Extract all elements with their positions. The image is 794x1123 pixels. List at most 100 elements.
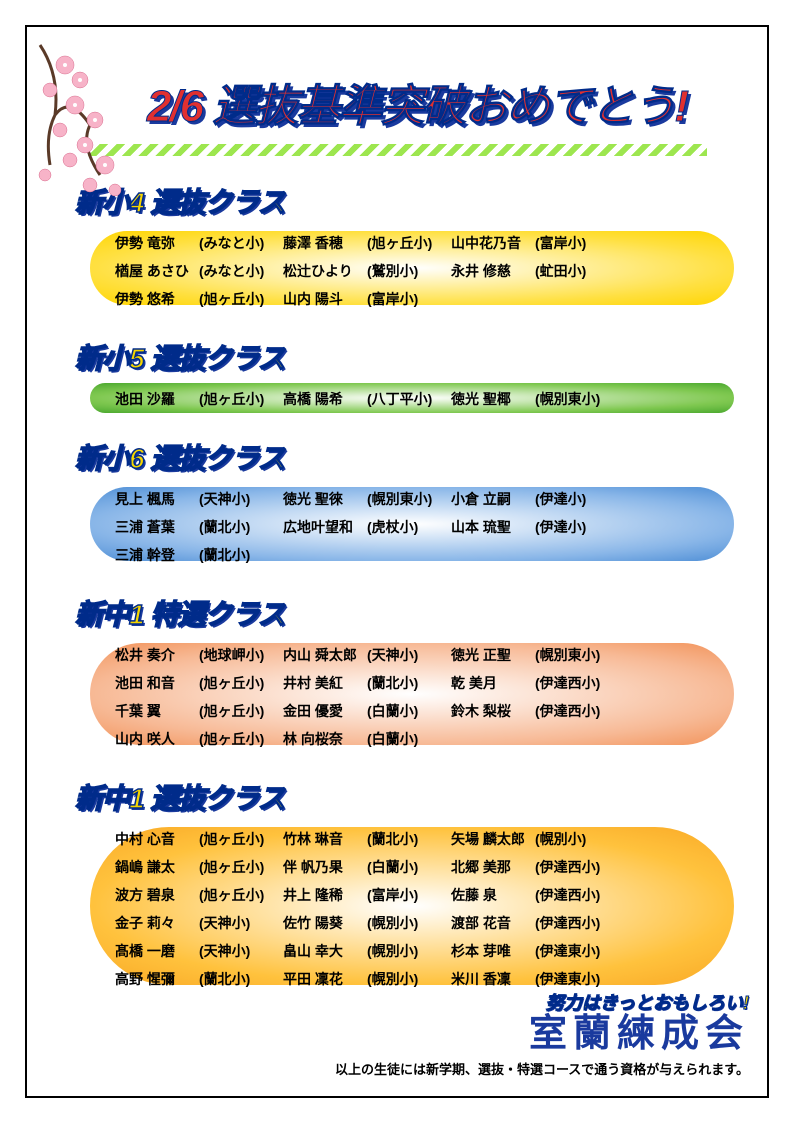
student-school: (幌別小) [367, 965, 451, 993]
student-row: 髙橋 一磨(天神小)畠山 幸大(幌別小)杉本 芽唯(伊達東小) [45, 937, 749, 965]
student-school: (天神小) [199, 485, 283, 513]
student-block: 伊勢 竜弥(みなと小)藤澤 香穂(旭ヶ丘小)山中花乃音(富岸小)楢屋 あさひ(み… [45, 225, 749, 317]
student-school: (八丁平小) [367, 385, 451, 413]
student-school: (伊達小) [535, 485, 619, 513]
student-school: (天神小) [199, 909, 283, 937]
student-school: (幌別小) [367, 937, 451, 965]
student-school: (伊達西小) [535, 697, 619, 725]
student-name: 見上 楓馬 [115, 485, 199, 513]
student-name: 中村 心音 [115, 825, 199, 853]
student-block: 中村 心音(旭ヶ丘小)竹林 琳音(蘭北小)矢場 麟太郎(幌別小)鍋嶋 謙太(旭ヶ… [45, 821, 749, 997]
student-name: 松辻ひより [283, 257, 367, 285]
title-underline [87, 144, 707, 156]
student-school: (蘭北小) [367, 825, 451, 853]
student-name: 山内 咲人 [115, 725, 199, 753]
student-name: 千葉 翼 [115, 697, 199, 725]
student-school: (虎杖小) [367, 513, 451, 541]
student-school: (白蘭小) [367, 853, 451, 881]
student-name: 鈴木 梨桜 [451, 697, 535, 725]
student-name: 山本 琉聖 [451, 513, 535, 541]
student-name: 井村 美紅 [283, 669, 367, 697]
student-name: 乾 美月 [451, 669, 535, 697]
cherry-blossom-decoration [30, 35, 150, 235]
student-name: 徳光 聖徠 [283, 485, 367, 513]
student-school [535, 725, 619, 753]
student-school: (蘭北小) [199, 513, 283, 541]
student-school: (天神小) [199, 937, 283, 965]
student-school: (みなと小) [199, 229, 283, 257]
student-name: 山中花乃音 [451, 229, 535, 257]
student-school: (幌別東小) [535, 641, 619, 669]
student-name: 伊勢 悠希 [115, 285, 199, 313]
student-name: 金田 優愛 [283, 697, 367, 725]
student-school: (幌別東小) [535, 385, 619, 413]
student-school: (蘭北小) [367, 669, 451, 697]
student-name: 林 向桜奈 [283, 725, 367, 753]
student-block: 見上 楓馬(天神小)徳光 聖徠(幌別東小)小倉 立嗣(伊達小)三浦 蒼葉(蘭北小… [45, 481, 749, 573]
student-name: 渡部 花音 [451, 909, 535, 937]
student-name: 広地叶望和 [283, 513, 367, 541]
student-school: (旭ヶ丘小) [199, 285, 283, 313]
student-school: (みなと小) [199, 257, 283, 285]
student-school: (幌別小) [367, 909, 451, 937]
student-name: 矢場 麟太郎 [451, 825, 535, 853]
student-name: 金子 莉々 [115, 909, 199, 937]
student-school [535, 541, 619, 569]
student-name: 徳光 聖椰 [451, 385, 535, 413]
student-school: (天神小) [367, 641, 451, 669]
student-row: 高野 惺彌(蘭北小)平田 凜花(幌別小)米川 香凜(伊達東小) [45, 965, 749, 993]
student-row: 楢屋 あさひ(みなと小)松辻ひより(鷲別小)永井 修慈(虻田小) [45, 257, 749, 285]
student-name: 藤澤 香穂 [283, 229, 367, 257]
section-heading: 新中1 選抜クラス [75, 777, 749, 817]
student-row: 山内 咲人(旭ヶ丘小)林 向桜奈(白蘭小) [45, 725, 749, 753]
student-name: 徳光 正聖 [451, 641, 535, 669]
sections-container: 新小4 選抜クラス伊勢 竜弥(みなと小)藤澤 香穂(旭ヶ丘小)山中花乃音(富岸小… [45, 181, 749, 997]
student-row: 松井 奏介(地球岬小)内山 舜太郎(天神小)徳光 正聖(幌別東小) [45, 641, 749, 669]
student-row: 三浦 幹登(蘭北小) [45, 541, 749, 569]
student-name: 井上 隆稀 [283, 881, 367, 909]
student-name: 三浦 蒼葉 [115, 513, 199, 541]
student-block: 池田 沙羅(旭ヶ丘小)高橋 陽希(八丁平小)徳光 聖椰(幌別東小) [45, 381, 749, 417]
student-school: (富岸小) [535, 229, 619, 257]
student-school: (蘭北小) [199, 965, 283, 993]
student-school: (白蘭小) [367, 725, 451, 753]
student-name: 竹林 琳音 [283, 825, 367, 853]
student-school: (地球岬小) [199, 641, 283, 669]
student-name: 山内 陽斗 [283, 285, 367, 313]
student-name: 楢屋 あさひ [115, 257, 199, 285]
student-school: (伊達西小) [535, 853, 619, 881]
student-school: (旭ヶ丘小) [199, 853, 283, 881]
student-school: (幌別小) [535, 825, 619, 853]
student-school: (富岸小) [367, 881, 451, 909]
student-school: (伊達小) [535, 513, 619, 541]
student-name: 北郷 美那 [451, 853, 535, 881]
student-school: (旭ヶ丘小) [199, 825, 283, 853]
student-name: 佐竹 陽葵 [283, 909, 367, 937]
section-heading: 新小4 選抜クラス [75, 181, 749, 221]
student-name: 佐藤 泉 [451, 881, 535, 909]
student-row: 伊勢 悠希(旭ヶ丘小)山内 陽斗(富岸小) [45, 285, 749, 313]
student-school [367, 541, 451, 569]
student-row: 波方 碧泉(旭ヶ丘小)井上 隆稀(富岸小)佐藤 泉(伊達西小) [45, 881, 749, 909]
student-school: (伊達西小) [535, 881, 619, 909]
main-title: 2/6 選抜基準突破おめでとう! [85, 70, 749, 134]
student-name: 池田 沙羅 [115, 385, 199, 413]
student-name: 髙橋 一磨 [115, 937, 199, 965]
student-name [451, 285, 535, 313]
student-school: (富岸小) [367, 285, 451, 313]
student-row: 池田 和音(旭ヶ丘小)井村 美紅(蘭北小)乾 美月(伊達西小) [45, 669, 749, 697]
student-name: 池田 和音 [115, 669, 199, 697]
student-name [451, 541, 535, 569]
student-row: 伊勢 竜弥(みなと小)藤澤 香穂(旭ヶ丘小)山中花乃音(富岸小) [45, 229, 749, 257]
section: 新小4 選抜クラス伊勢 竜弥(みなと小)藤澤 香穂(旭ヶ丘小)山中花乃音(富岸小… [45, 181, 749, 317]
student-school: (鷲別小) [367, 257, 451, 285]
section: 新中1 選抜クラス中村 心音(旭ヶ丘小)竹林 琳音(蘭北小)矢場 麟太郎(幌別小… [45, 777, 749, 997]
section: 新小6 選抜クラス見上 楓馬(天神小)徳光 聖徠(幌別東小)小倉 立嗣(伊達小)… [45, 437, 749, 573]
student-school [535, 285, 619, 313]
student-name: 畠山 幸大 [283, 937, 367, 965]
student-school: (旭ヶ丘小) [199, 385, 283, 413]
student-row: 千葉 翼(旭ヶ丘小)金田 優愛(白蘭小)鈴木 梨桜(伊達西小) [45, 697, 749, 725]
student-name: 内山 舜太郎 [283, 641, 367, 669]
student-row: 三浦 蒼葉(蘭北小)広地叶望和(虎杖小)山本 琉聖(伊達小) [45, 513, 749, 541]
student-name: 松井 奏介 [115, 641, 199, 669]
